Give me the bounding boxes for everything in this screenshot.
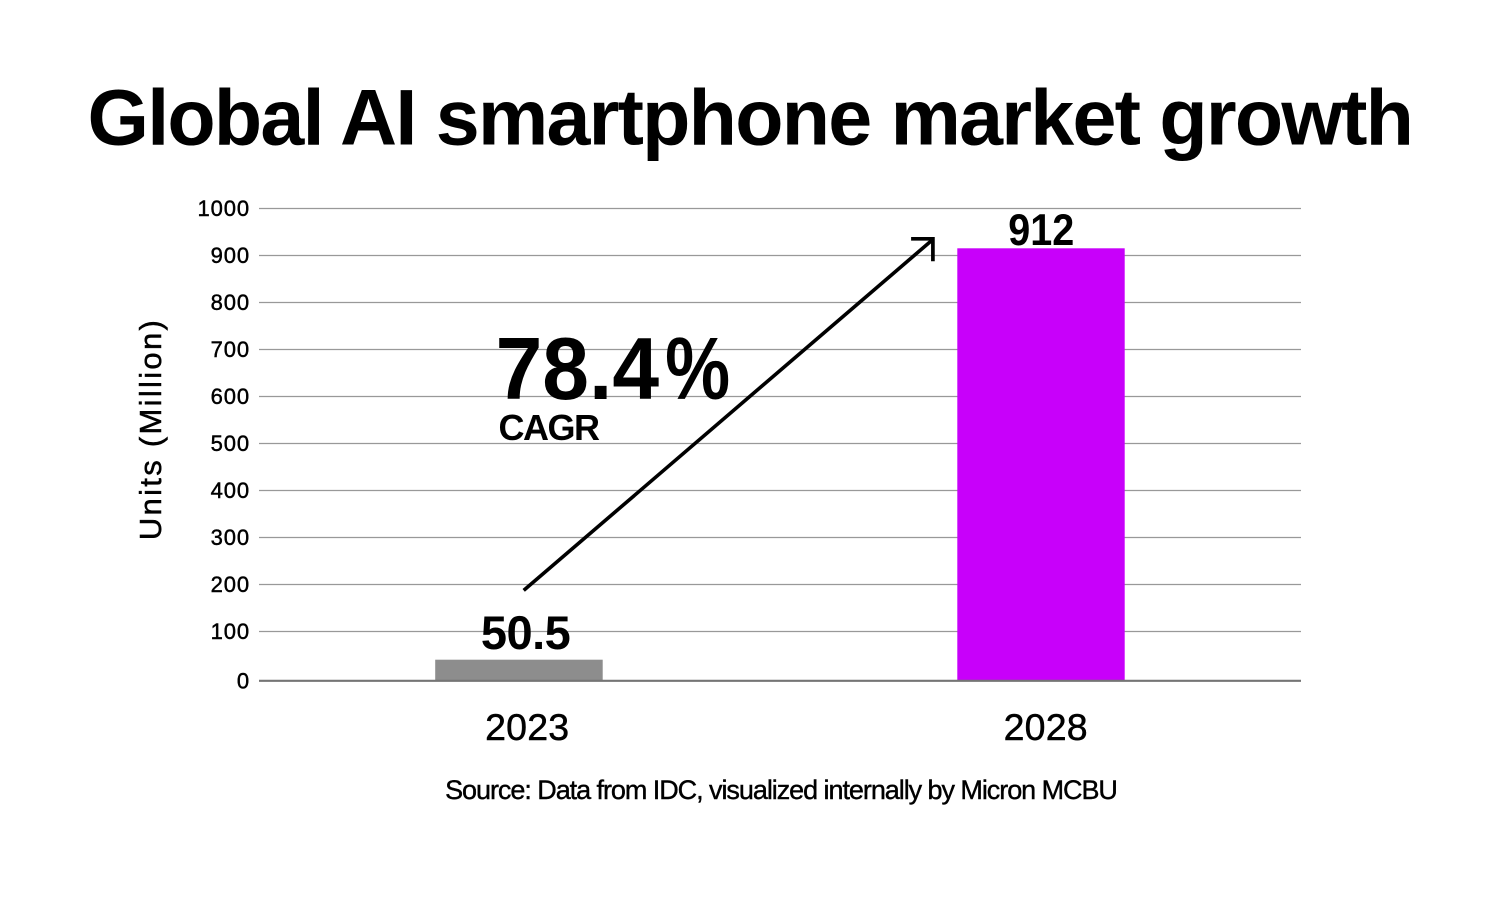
svg-text:912: 912 bbox=[1008, 206, 1074, 255]
svg-text:100: 100 bbox=[211, 619, 250, 644]
svg-text:50.5: 50.5 bbox=[481, 606, 570, 659]
svg-text:500: 500 bbox=[211, 431, 250, 456]
svg-text:400: 400 bbox=[211, 478, 250, 503]
svg-text:200: 200 bbox=[211, 572, 250, 597]
svg-text:2028: 2028 bbox=[1004, 706, 1088, 748]
svg-text:700: 700 bbox=[211, 337, 250, 362]
svg-text:900: 900 bbox=[211, 243, 250, 268]
svg-text:Global AI smartphone market gr: Global AI smartphone market growth bbox=[88, 73, 1413, 162]
svg-text:CAGR: CAGR bbox=[499, 407, 600, 448]
svg-text:1000: 1000 bbox=[197, 196, 250, 221]
svg-text:800: 800 bbox=[211, 290, 250, 315]
svg-text:2023: 2023 bbox=[485, 706, 569, 748]
svg-text:0: 0 bbox=[237, 668, 250, 693]
svg-text:78.4: 78.4 bbox=[496, 319, 660, 418]
svg-text:600: 600 bbox=[211, 384, 250, 409]
svg-text:Source: Data from IDC, visuali: Source: Data from IDC, visualized intern… bbox=[445, 775, 1117, 805]
svg-text:Units (Million): Units (Million) bbox=[133, 318, 168, 540]
svg-text:300: 300 bbox=[211, 525, 250, 550]
svg-text:%: % bbox=[665, 319, 730, 418]
